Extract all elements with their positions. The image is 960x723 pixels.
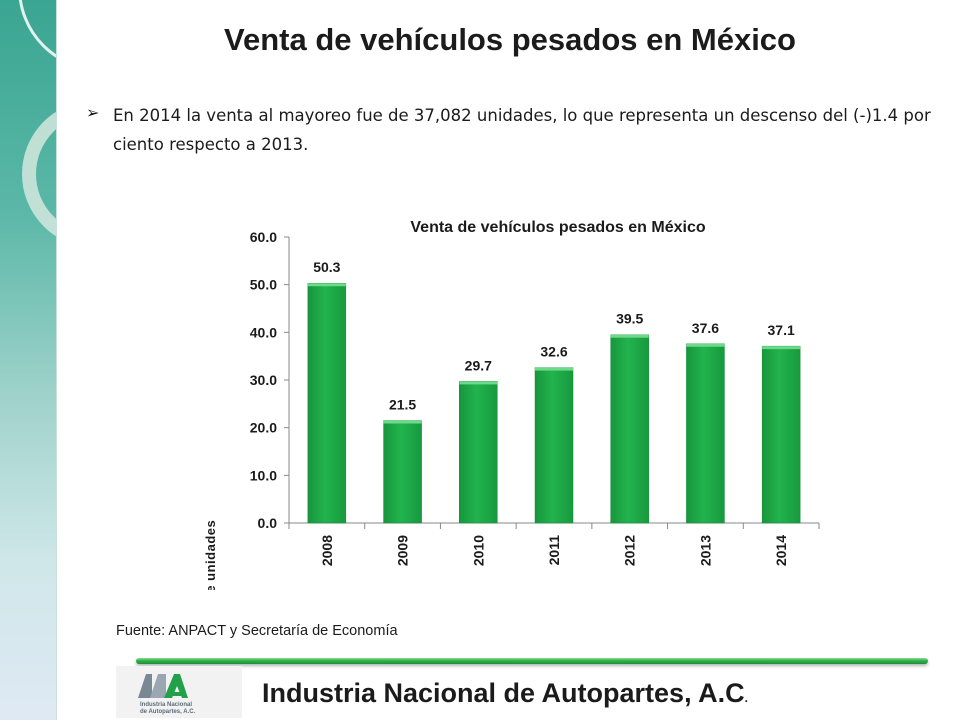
plot-area: 0.0 10.0 20.0 30.0 40.0 50.0 60.0 50.3 2008 21.5 2… bbox=[250, 229, 820, 566]
footer-organization: Industria Nacional de Autopartes, A.C. bbox=[262, 678, 748, 709]
decorative-side-band bbox=[0, 0, 57, 720]
data-label: 29.7 bbox=[465, 357, 492, 373]
y-tick-label: 50.0 bbox=[250, 277, 277, 293]
bar bbox=[610, 334, 649, 524]
bar bbox=[383, 420, 422, 524]
category-label: 2013 bbox=[697, 535, 713, 566]
bar bbox=[459, 381, 498, 524]
decorative-ring bbox=[22, 100, 57, 248]
y-tick-label: 40.0 bbox=[250, 324, 277, 340]
y-tick-label: 0.0 bbox=[258, 515, 278, 531]
source-note: Fuente: ANPACT y Secretaría de Economía bbox=[116, 623, 398, 639]
company-logo: Industria Nacional de Autopartes, A.C. bbox=[116, 666, 242, 718]
bar-chart: Venta de vehículos pesados en México Mil… bbox=[203, 219, 820, 590]
bar-highlight bbox=[307, 283, 346, 287]
data-label: 37.1 bbox=[768, 322, 795, 338]
bar-highlight bbox=[610, 334, 649, 338]
svg-text:Industria Nacional: Industria Nacional bbox=[140, 702, 192, 708]
bar bbox=[534, 367, 574, 524]
y-tick-label: 30.0 bbox=[250, 372, 277, 388]
bar-highlight bbox=[383, 420, 422, 424]
data-label: 32.6 bbox=[540, 344, 567, 360]
arrow-bullet-icon: ➢ bbox=[86, 105, 100, 122]
bar-highlight bbox=[535, 367, 573, 371]
y-axis-label: Miles de unidades bbox=[203, 520, 218, 590]
bar bbox=[686, 343, 725, 524]
data-label: 37.6 bbox=[692, 320, 719, 336]
bar bbox=[307, 282, 347, 524]
bar-highlight bbox=[762, 346, 801, 350]
band-divider bbox=[56, 0, 57, 720]
bar-highlight bbox=[686, 343, 725, 347]
slide-title: Venta de vehículos pesados en México bbox=[224, 22, 796, 57]
category-label: 2010 bbox=[470, 535, 486, 566]
y-tick-label: 60.0 bbox=[250, 229, 277, 245]
y-tick-label: 20.0 bbox=[250, 420, 277, 436]
footer-trailing-dot: . bbox=[744, 691, 748, 705]
logo-graphic: Industria Nacional de Autopartes, A.C. bbox=[138, 674, 196, 715]
category-label: 2008 bbox=[319, 535, 335, 566]
svg-text:de Autopartes, A.C.: de Autopartes, A.C. bbox=[140, 709, 196, 715]
data-label: 39.5 bbox=[616, 311, 643, 327]
category-label: 2012 bbox=[622, 535, 638, 566]
bullet-text: En 2014 la venta al mayoreo fue de 37,08… bbox=[113, 106, 931, 154]
category-label: 2009 bbox=[395, 535, 411, 566]
category-label: 2014 bbox=[773, 535, 789, 566]
data-label: 21.5 bbox=[389, 397, 416, 413]
bar-highlight bbox=[459, 381, 498, 385]
data-label: 50.3 bbox=[313, 259, 340, 275]
footer-organization-name: Industria Nacional de Autopartes, A.C bbox=[262, 678, 745, 708]
chart-title: Venta de vehículos pesados en México bbox=[410, 219, 705, 236]
bar bbox=[761, 345, 801, 524]
decorative-ring bbox=[18, 0, 57, 71]
y-tick-label: 10.0 bbox=[250, 467, 277, 483]
category-label: 2011 bbox=[546, 535, 562, 566]
footer-divider bbox=[136, 658, 928, 664]
